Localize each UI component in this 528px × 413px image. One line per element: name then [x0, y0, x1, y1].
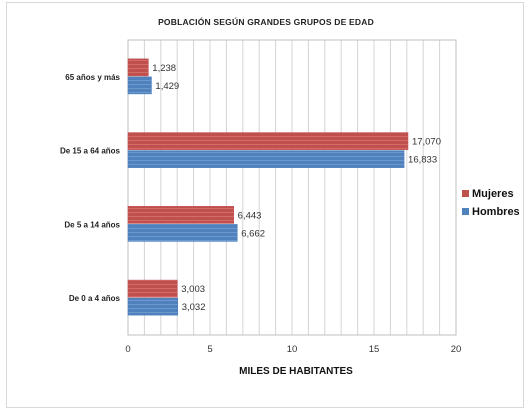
legend-swatch-hombres	[462, 208, 469, 215]
data-label: 3,032	[182, 302, 206, 313]
data-label: 6,443	[238, 210, 262, 221]
bar-hombres	[127, 76, 152, 95]
category-label: De 5 a 14 años	[64, 220, 120, 229]
category-label: De 0 a 4 años	[69, 294, 121, 303]
x-tick-label: 0	[125, 344, 130, 355]
chart-title: POBLACIÓN SEGÚN GRANDES GRUPOS DE EDAD	[158, 16, 374, 27]
bar-mujeres	[127, 206, 234, 224]
data-label: 1,238	[152, 63, 176, 74]
category-label: 65 años y más	[65, 73, 120, 82]
bar-mujeres	[127, 279, 178, 298]
labels: 0 5 10 15 20 65 años y más 1,238 1,429 De 15 a 6…	[60, 63, 461, 355]
data-label: 3,003	[181, 284, 205, 295]
bar-hombres	[127, 224, 238, 242]
bar-mujeres	[127, 132, 409, 150]
bars	[127, 58, 409, 316]
x-axis-label: MILES DE HABITANTES	[239, 366, 353, 377]
data-label: 1,429	[155, 81, 179, 92]
chart-frame	[6, 2, 524, 408]
category-label: De 15 a 64 años	[60, 147, 121, 156]
x-tick-label: 20	[451, 344, 462, 355]
data-label: 6,662	[241, 228, 265, 239]
plot-area-border	[127, 39, 457, 336]
bar-hombres	[127, 150, 405, 168]
data-label: 16,833	[408, 155, 437, 166]
legend-swatch-mujeres	[462, 190, 469, 197]
bar-hombres	[127, 297, 179, 316]
x-tick-label: 15	[369, 344, 380, 355]
data-label: 17,070	[412, 137, 441, 148]
legend-label-mujeres: Mujeres	[472, 188, 514, 200]
x-tick-label: 5	[207, 344, 212, 355]
legend: Mujeres Hombres	[462, 188, 520, 218]
legend-label-hombres: Hombres	[472, 206, 520, 218]
x-tick-label: 10	[287, 344, 298, 355]
bar-mujeres	[127, 58, 149, 77]
